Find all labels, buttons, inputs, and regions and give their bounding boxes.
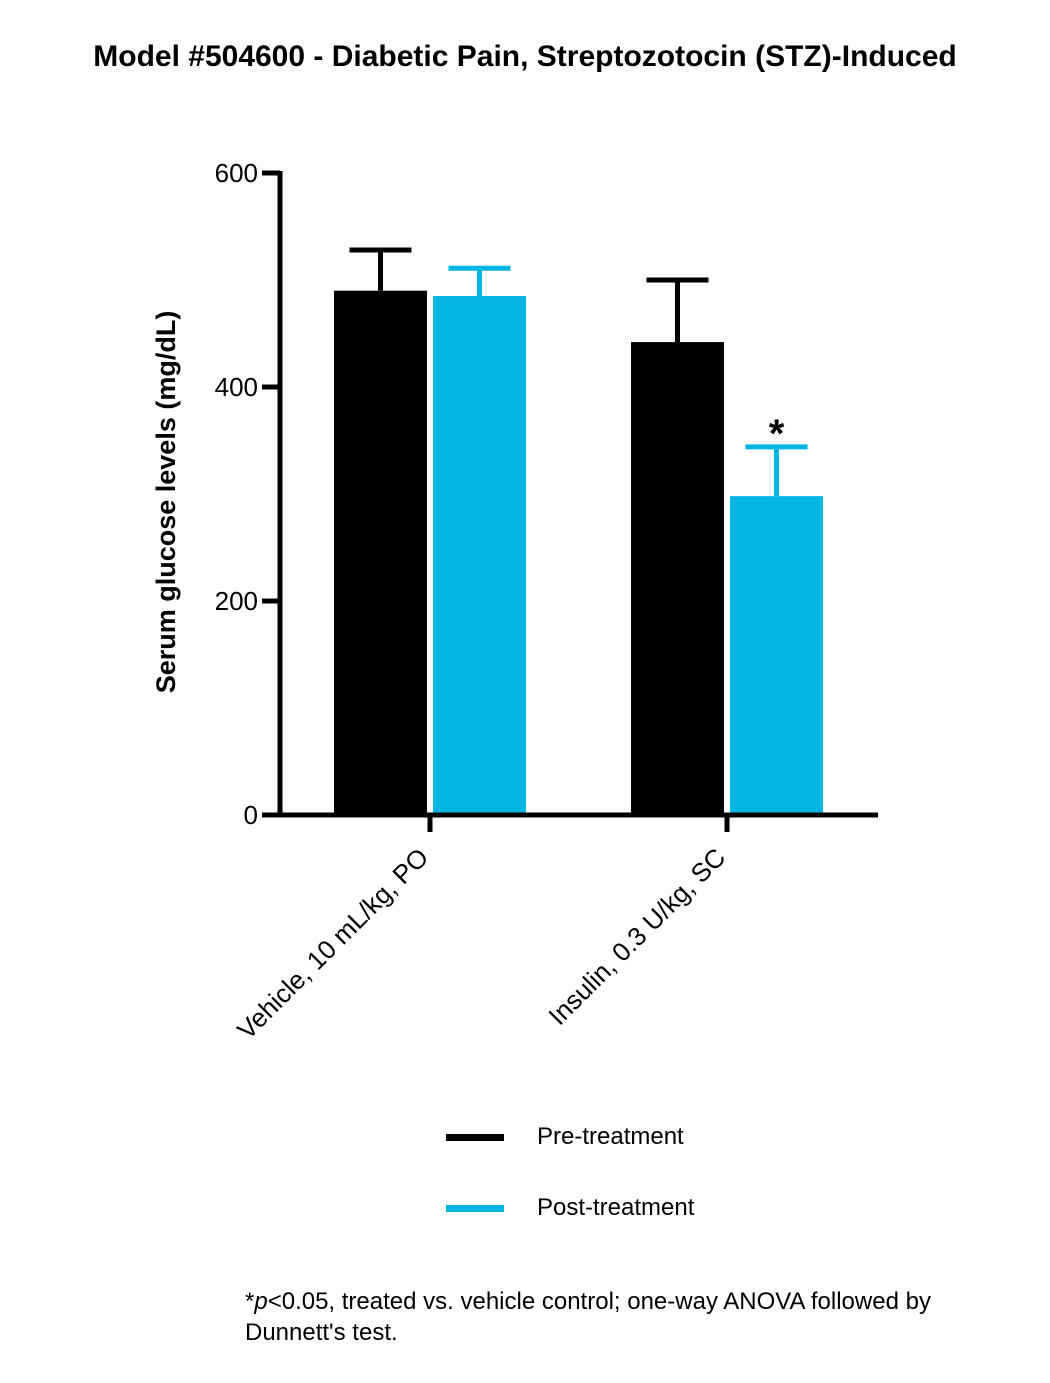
legend-swatch-post	[446, 1204, 504, 1212]
y-tick-label: 600	[215, 158, 258, 188]
legend-label-post: Post-treatment	[537, 1194, 695, 1221]
x-tick-label: Insulin, 0.3 U/kg, SC	[542, 842, 731, 1031]
x-tick-label: Vehicle, 10 mL/kg, PO	[231, 842, 434, 1045]
y-tick-label: 200	[215, 586, 258, 616]
chart-title: Model #504600 - Diabetic Pain, Streptozo…	[93, 40, 957, 73]
bar	[334, 290, 427, 813]
bar	[730, 496, 823, 813]
y-axis-label: Serum glucose levels (mg/dL)	[151, 311, 181, 694]
footnote-symbol: *	[245, 1288, 255, 1315]
footnote: *p<0.05, treated vs. vehicle control; on…	[245, 1286, 965, 1348]
y-tick-label: 0	[244, 800, 258, 830]
bar	[433, 296, 526, 813]
y-ticks: 0 200 400 600	[215, 158, 280, 830]
legend-pre-treatment: Pre-treatment	[446, 1122, 684, 1152]
y-tick-label: 400	[215, 372, 258, 402]
legend-swatch-pre	[446, 1133, 504, 1141]
annotations: *	[769, 412, 785, 456]
bar	[631, 342, 724, 813]
legend-label-pre: Pre-treatment	[537, 1123, 684, 1150]
bars-layer	[334, 290, 823, 813]
legend-post-treatment: Post-treatment	[446, 1193, 694, 1223]
footnote-p: p	[254, 1288, 268, 1315]
footnote-text: <0.05, treated vs. vehicle control; one-…	[245, 1288, 931, 1346]
significance-marker: *	[769, 412, 785, 456]
x-ticks: Vehicle, 10 mL/kg, PO Insulin, 0.3 U/kg, …	[231, 815, 731, 1045]
error-bars-layer	[349, 247, 808, 497]
